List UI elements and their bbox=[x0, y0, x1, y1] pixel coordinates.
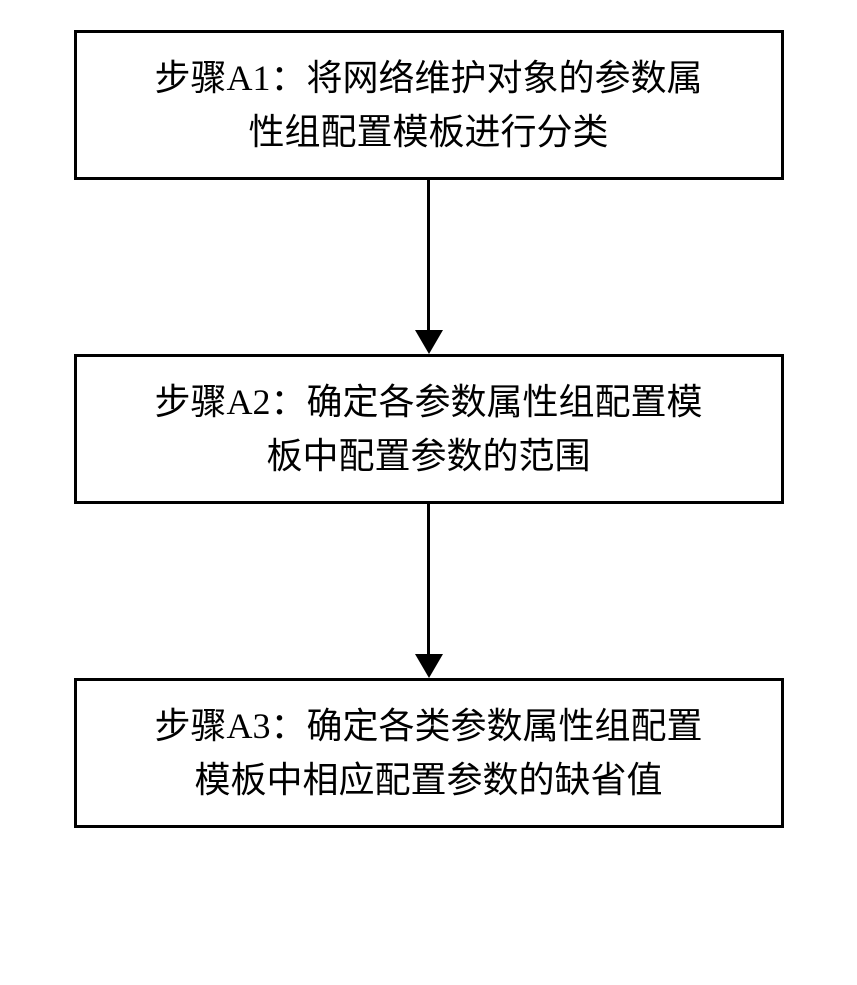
arrow-line-icon bbox=[427, 504, 430, 654]
flow-arrow-2 bbox=[415, 504, 443, 678]
arrow-head-icon bbox=[415, 330, 443, 354]
flow-arrow-1 bbox=[415, 180, 443, 354]
flow-step-a2: 步骤A2：确定各参数属性组配置模 板中配置参数的范围 bbox=[74, 354, 784, 504]
arrow-head-icon bbox=[415, 654, 443, 678]
flow-step-a2-text: 步骤A2：确定各参数属性组配置模 板中配置参数的范围 bbox=[105, 375, 753, 483]
flow-step-a1-text: 步骤A1：将网络维护对象的参数属 性组配置模板进行分类 bbox=[105, 51, 753, 159]
flow-step-a3-text: 步骤A3：确定各类参数属性组配置 模板中相应配置参数的缺省值 bbox=[105, 699, 753, 807]
arrow-line-icon bbox=[427, 180, 430, 330]
flow-step-a3: 步骤A3：确定各类参数属性组配置 模板中相应配置参数的缺省值 bbox=[74, 678, 784, 828]
flow-step-a1: 步骤A1：将网络维护对象的参数属 性组配置模板进行分类 bbox=[74, 30, 784, 180]
